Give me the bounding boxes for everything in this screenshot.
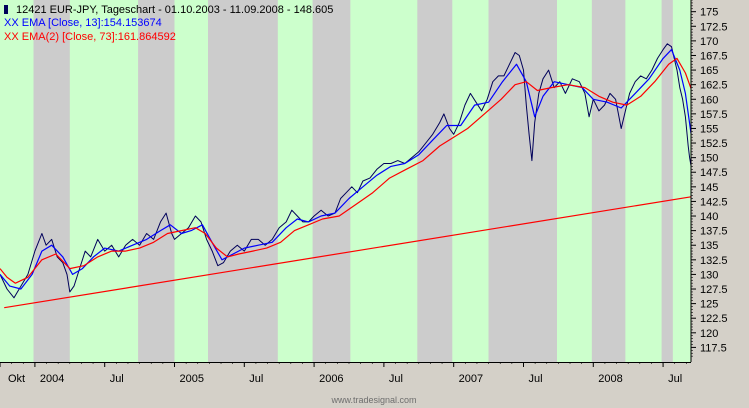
band-11 [488, 0, 557, 362]
y-tick-label: 142.5 [700, 196, 728, 208]
y-tick-label: 152.5 [700, 138, 728, 150]
band-16 [672, 0, 691, 362]
band-2 [69, 0, 139, 362]
band-9 [417, 0, 453, 362]
y-tick-label: 175 [700, 7, 718, 19]
time-bands [0, 0, 691, 362]
series-ema-2-close-73 [0, 57, 692, 284]
watermark: www.tradesignal.com [330, 395, 416, 405]
x-tick-label: Jul [249, 373, 263, 385]
legend-ema13: XX EMA [Close, 13]:154.153674 [4, 17, 162, 29]
x-tick-label: 2008 [598, 373, 622, 385]
x-tick-label: Jul [389, 373, 403, 385]
band-6 [277, 0, 313, 362]
y-tick-label: 157.5 [700, 109, 728, 121]
band-5 [207, 0, 278, 362]
y-tick-label: 172.5 [700, 21, 728, 33]
series-ema-close-13 [0, 48, 692, 290]
band-13 [591, 0, 626, 362]
x-tick-label: 2007 [459, 373, 483, 385]
band-12 [556, 0, 592, 362]
y-tick-label: 167.5 [700, 50, 728, 62]
y-tick-label: 155 [700, 123, 718, 135]
legend-symbol-icon [4, 5, 8, 14]
band-15 [661, 0, 673, 362]
y-tick-label: 122.5 [700, 313, 728, 325]
x-axis: Okt 2004 Jul 2005 Jul 2006 Jul 2007 Jul 2008 Jul [0, 362, 687, 385]
band-4 [174, 0, 208, 362]
y-tick-label: 150 [700, 153, 718, 165]
x-tick-label: Jul [110, 373, 124, 385]
legend: 12421 EUR-JPY, Tageschart - 01.10.2003 -… [4, 4, 333, 43]
y-tick-label: 160 [700, 94, 718, 106]
y-tick-label: 135 [700, 240, 718, 252]
x-tick-label: 2005 [179, 373, 203, 385]
legend-ema73: XX EMA(2) [Close, 73]:161.864592 [4, 31, 176, 43]
y-tick-label: 170 [700, 36, 718, 48]
band-10 [452, 0, 489, 362]
y-tick-label: 137.5 [700, 226, 728, 238]
y-tick-label: 162.5 [700, 80, 728, 92]
x-tick-label: Jul [668, 373, 682, 385]
band-0 [0, 0, 34, 362]
y-tick-label: 120 [700, 328, 718, 340]
y-tick-label: 127.5 [700, 284, 728, 296]
band-8 [350, 0, 418, 362]
y-tick-label: 132.5 [700, 255, 728, 267]
x-tick-label: Okt [8, 373, 25, 385]
x-tick-label: 2006 [319, 373, 343, 385]
y-axis: 175 172.5 170 167.5 165 162.5 160 157.5 155 152.5… [691, 0, 728, 357]
y-tick-label: 165 [700, 65, 718, 77]
y-tick-label: 130 [700, 269, 718, 281]
y-tick-label: 145 [700, 182, 718, 194]
y-tick-label: 117.5 [700, 342, 727, 354]
series-lines [0, 43, 692, 309]
band-7 [312, 0, 351, 362]
x-tick-label: Jul [528, 373, 542, 385]
series-trend-line [4, 196, 692, 309]
band-14 [625, 0, 662, 362]
y-tick-label: 140 [700, 211, 718, 223]
x-tick-label: 2004 [40, 373, 64, 385]
band-1 [33, 0, 70, 362]
y-tick-label: 125 [700, 299, 718, 311]
band-3 [138, 0, 175, 362]
y-tick-label: 147.5 [700, 167, 728, 179]
chart-title: 12421 EUR-JPY, Tageschart - 01.10.2003 -… [16, 4, 333, 16]
